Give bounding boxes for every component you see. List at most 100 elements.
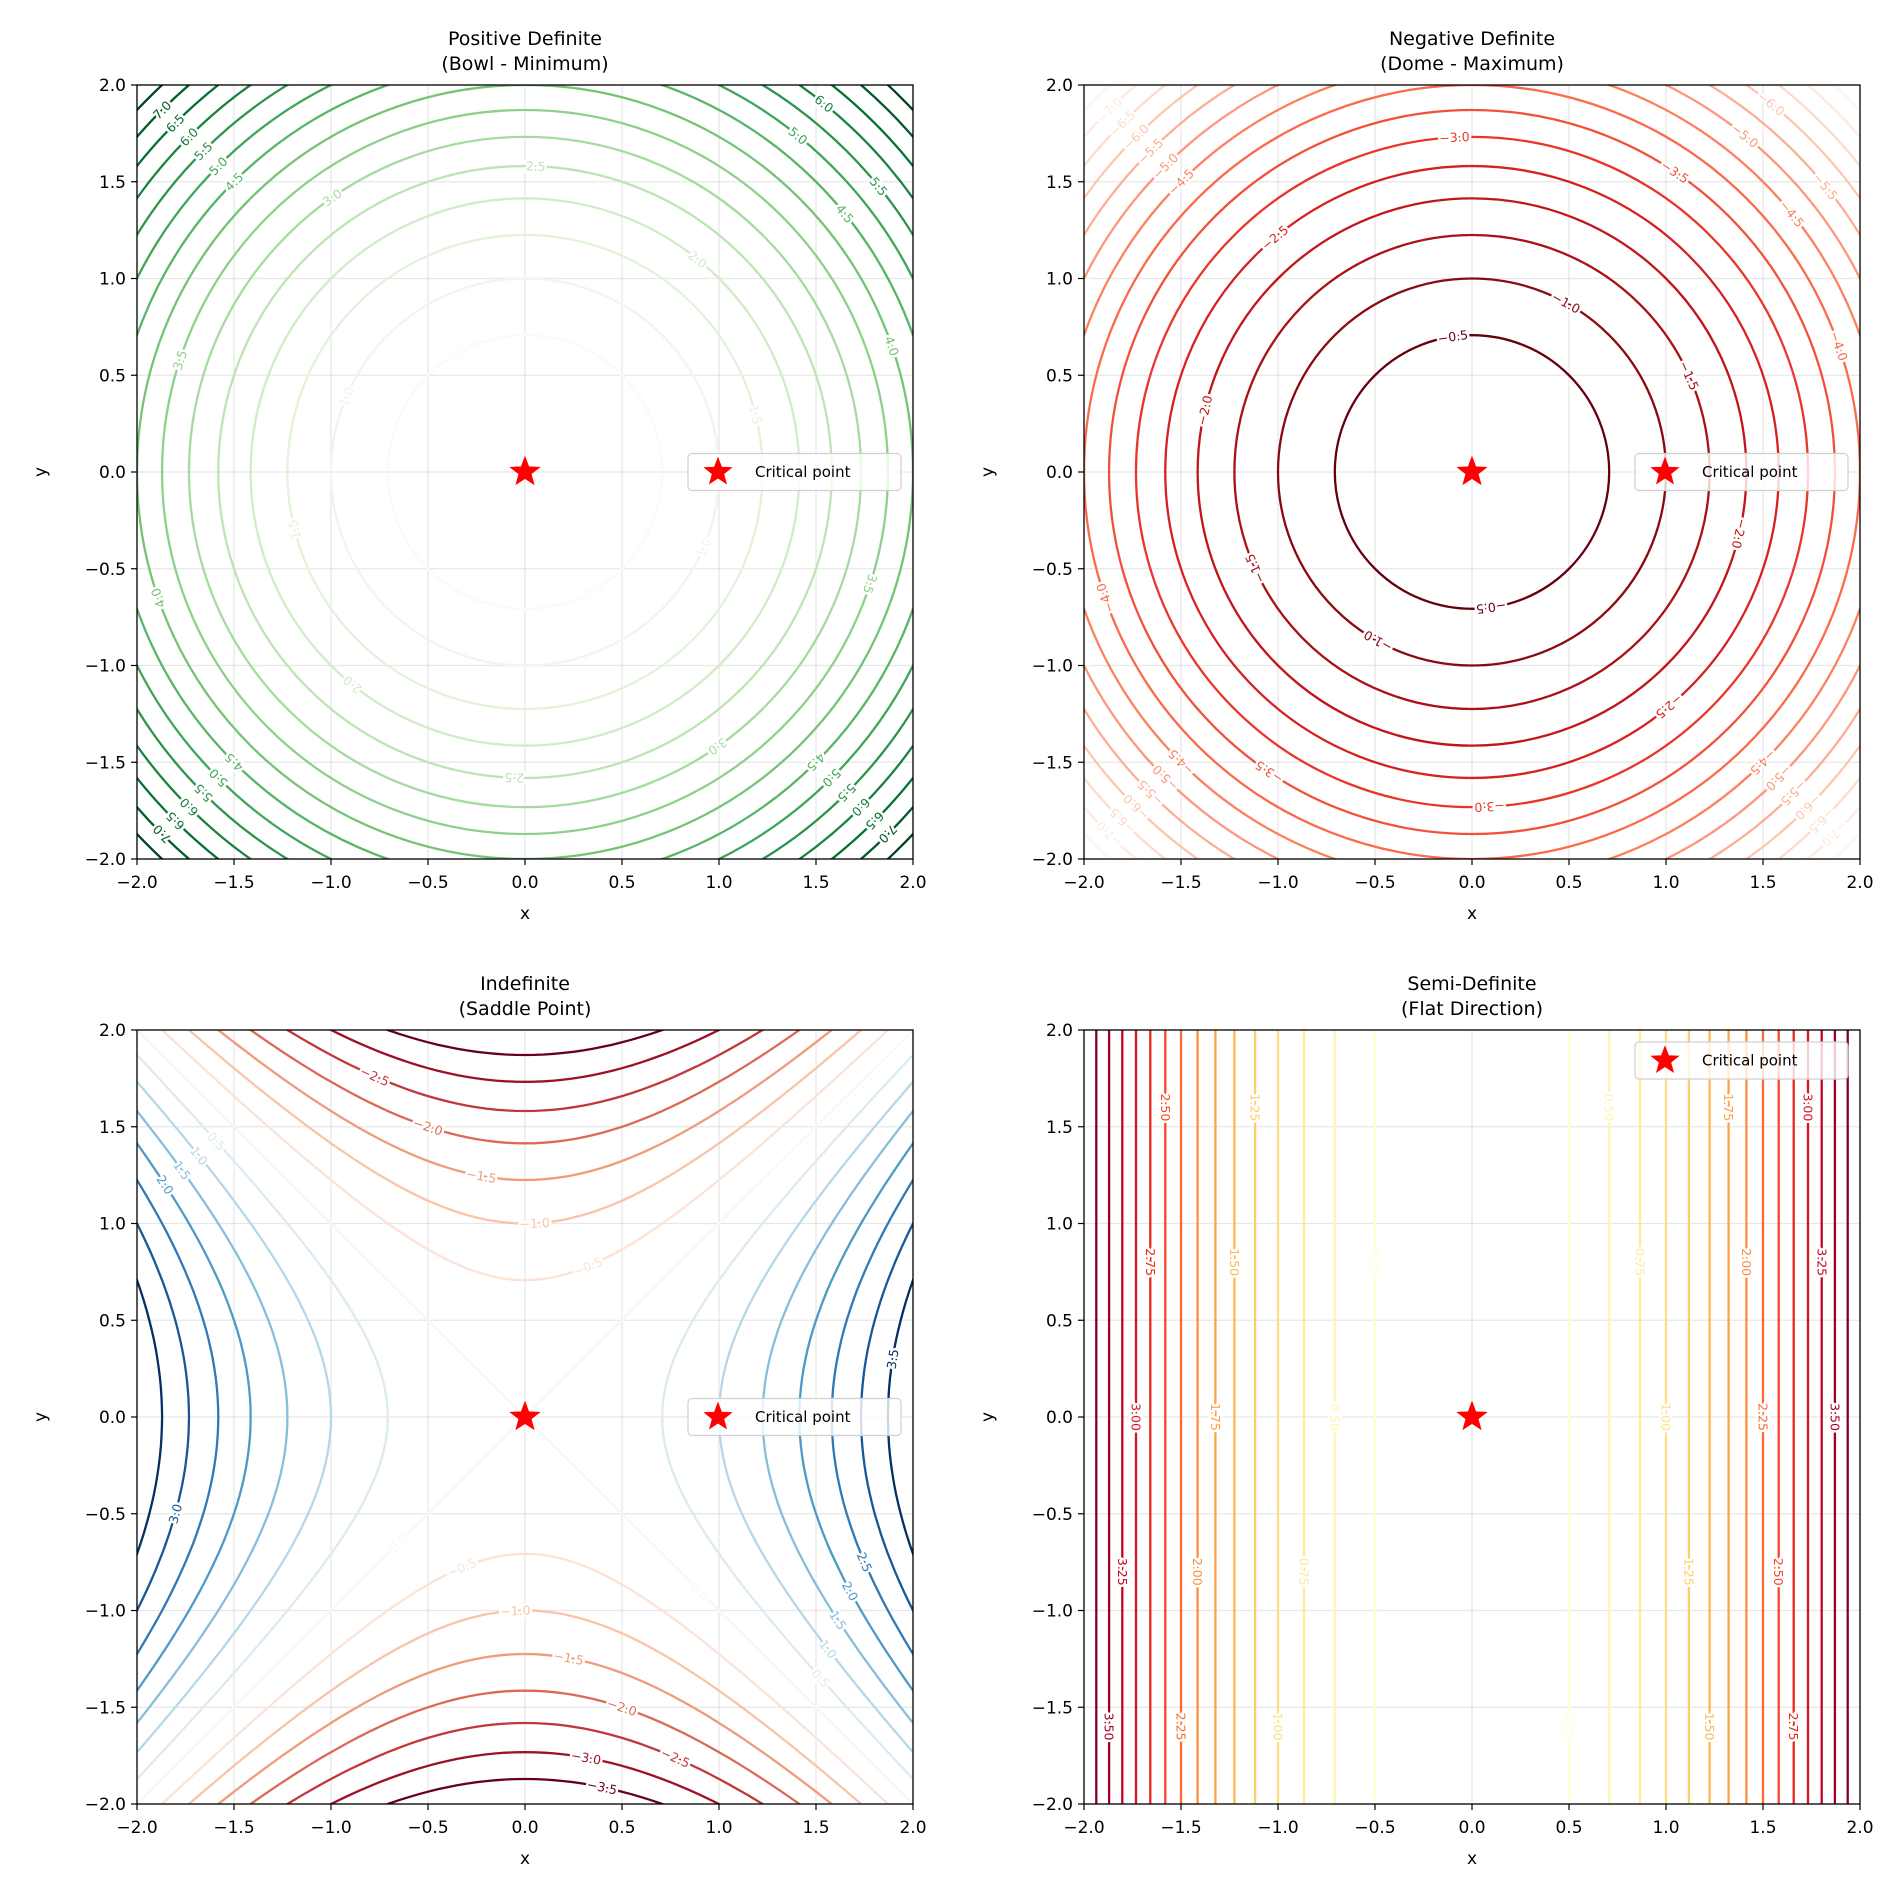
- contour-label: 2.5: [504, 770, 524, 786]
- subplot-title: Positive Definite: [448, 28, 602, 50]
- contour-line: [137, 1220, 191, 1614]
- subplot-title: (Bowl - Minimum): [441, 53, 608, 75]
- contour-label: 1.5: [826, 1608, 849, 1633]
- legend-star-icon: [703, 1401, 733, 1430]
- contour-label: −4.0: [1827, 329, 1851, 363]
- y-tick-label: −1.0: [85, 657, 126, 677]
- contour-label: 1.0: [336, 384, 358, 408]
- contour-label: −0.5: [571, 1254, 605, 1280]
- x-tick-label: 2.0: [899, 873, 926, 893]
- y-tick-label: −1.5: [1032, 1698, 1073, 1718]
- contour-label: 4.0: [148, 586, 169, 610]
- x-tick-label: 2.0: [899, 1818, 926, 1838]
- legend-label: Critical point: [1702, 463, 1798, 481]
- legend-star-icon: [703, 456, 733, 485]
- subplot-title: (Saddle Point): [459, 998, 592, 1020]
- contour-label: −2.0: [1729, 517, 1750, 550]
- y-tick-label: −1.0: [1032, 1602, 1073, 1622]
- contour-label: 1.25: [1681, 1558, 1696, 1586]
- x-tick-label: −0.5: [407, 1818, 448, 1838]
- contour-line: [137, 1080, 333, 1754]
- contour-label: 1.75: [1721, 1093, 1736, 1121]
- contour-label: 0.25: [1368, 1248, 1383, 1276]
- contour-label: 1.75: [1208, 1403, 1223, 1431]
- x-tick-label: −2.0: [1063, 1818, 1104, 1838]
- x-tick-label: −1.5: [1160, 1818, 1201, 1838]
- contour-label: −3.0: [1439, 129, 1470, 146]
- contour-line: [187, 1609, 863, 1804]
- critical-point-marker: [1456, 1400, 1488, 1431]
- contour-label: −2.5: [658, 1745, 692, 1771]
- legend-box: [1634, 452, 1849, 492]
- x-axis-label: x: [1467, 1849, 1477, 1869]
- contour-label: 2.00: [1739, 1248, 1754, 1276]
- x-tick-label: 0.5: [608, 1818, 635, 1838]
- contour-label: 3.5: [170, 348, 190, 372]
- contour-label: 4.0: [882, 334, 903, 358]
- contour-line: [137, 1109, 289, 1725]
- x-tick-label: 2.0: [1846, 873, 1873, 893]
- critical-point-marker: [509, 455, 541, 486]
- contour-label: 1.00: [1271, 1713, 1286, 1741]
- contour-label: 3.25: [1115, 1558, 1130, 1586]
- contour-label: 0.75: [1633, 1248, 1648, 1276]
- contour-label: −4.5: [1776, 197, 1807, 230]
- contour-label: −2.5: [1258, 222, 1291, 253]
- contour-label: 3.5: [860, 572, 880, 596]
- contour-label: −1.0: [500, 1602, 531, 1618]
- contour-label: −1.5: [552, 1648, 585, 1668]
- x-tick-label: −0.5: [1354, 1818, 1395, 1838]
- x-axis-label: x: [1467, 904, 1477, 924]
- x-tick-label: 0.5: [608, 873, 635, 893]
- contour-line: [137, 1276, 164, 1558]
- contour-label: −0.5: [1475, 598, 1507, 617]
- contour-label: 3.0: [705, 735, 730, 759]
- contour-line: [328, 1030, 722, 1083]
- x-tick-label: 1.5: [1749, 873, 1776, 893]
- y-tick-label: 0.5: [99, 1311, 126, 1331]
- contour-label: −0.5: [445, 1555, 479, 1581]
- subplot-3: −3.5 −3.0 −2.5 −2.5 −2.0 −2.0 −1.5 −1.5 −1.0 −1.0…: [31, 973, 927, 1869]
- x-tick-label: 1.5: [802, 1818, 829, 1838]
- x-tick-label: −2.0: [116, 1818, 157, 1838]
- contour-label: 0.50: [1327, 1403, 1342, 1431]
- y-tick-label: 0.5: [99, 366, 126, 386]
- contour-label: 3.00: [1128, 1403, 1143, 1431]
- contour-line: [661, 1053, 913, 1781]
- y-tick-label: −2.0: [1032, 1795, 1073, 1815]
- legend-star-icon: [1650, 456, 1680, 485]
- y-tick-label: −1.5: [85, 1698, 126, 1718]
- contour-label: −1.5: [465, 1166, 498, 1186]
- y-tick-label: −1.5: [85, 753, 126, 773]
- y-tick-label: −2.0: [1032, 850, 1073, 870]
- y-tick-label: 1.5: [99, 173, 126, 193]
- subplot-title: (Dome - Maximum): [1380, 53, 1564, 75]
- contour-label: 1.0: [693, 535, 715, 559]
- contour-label: 2.25: [1174, 1713, 1189, 1741]
- contour-line: [216, 1030, 834, 1182]
- contour-label: −1.0: [519, 1215, 550, 1231]
- contour-line: [137, 1053, 389, 1781]
- subplot-title: Semi-Definite: [1407, 973, 1536, 995]
- critical-point-marker: [509, 1400, 541, 1431]
- contour-label: 2.0: [153, 1172, 176, 1197]
- y-tick-label: −0.5: [1032, 560, 1073, 580]
- legend-label: Critical point: [1702, 1052, 1798, 1070]
- contour-label: 3.00: [1801, 1093, 1816, 1121]
- y-tick-label: 2.0: [1046, 1021, 1073, 1041]
- y-axis-label: y: [978, 1412, 998, 1422]
- y-tick-label: 1.0: [1046, 1215, 1073, 1235]
- y-tick-label: 1.5: [1046, 1118, 1073, 1138]
- contour-label: 2.5: [526, 158, 546, 174]
- x-tick-label: 1.5: [802, 873, 829, 893]
- contour-line: [248, 1030, 802, 1145]
- contour-line: [160, 1552, 890, 1804]
- x-tick-label: 0.5: [1555, 873, 1582, 893]
- subplot-2: −7.0−7.0 −7.0−6.5−6.5 −6.5−6.0−6.0−6.0 −6.0…: [978, 28, 1874, 924]
- legend-box: [687, 452, 902, 492]
- contour-lines: [1095, 1030, 1849, 1804]
- contour-label: 1.0: [816, 1637, 840, 1662]
- y-tick-label: −0.5: [1032, 1505, 1073, 1525]
- x-tick-label: −1.0: [1257, 1818, 1298, 1838]
